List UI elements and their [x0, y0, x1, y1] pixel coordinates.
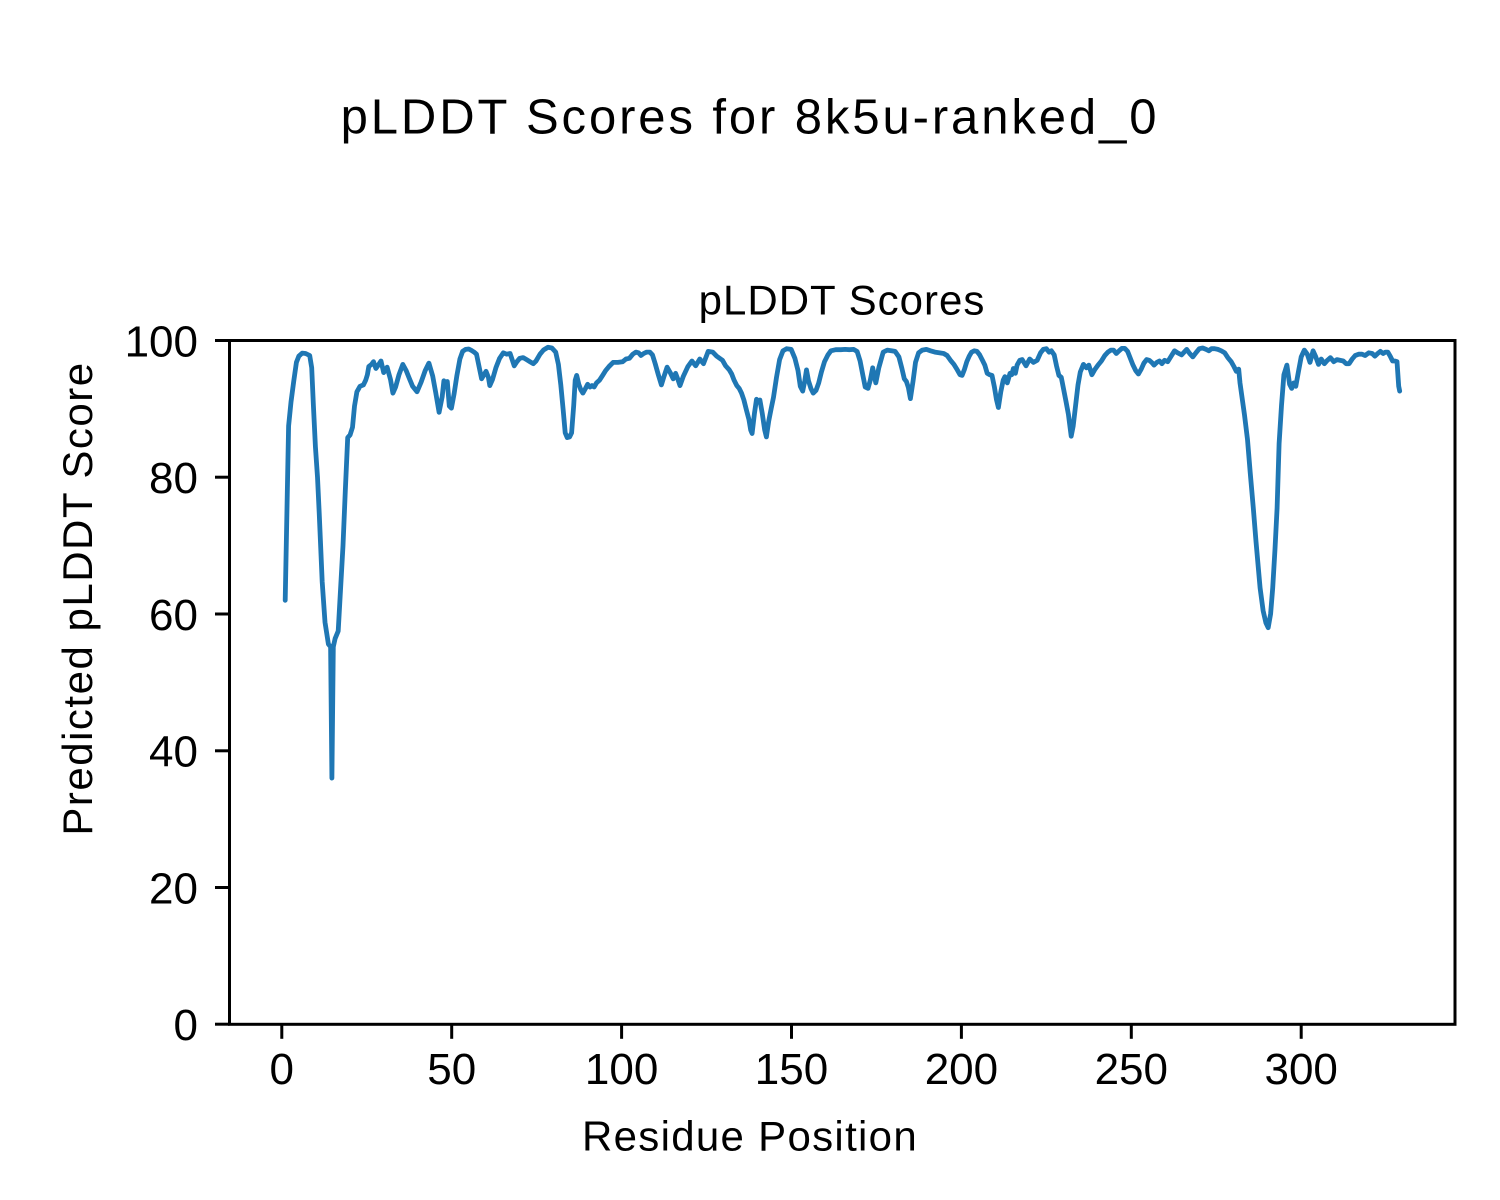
svg-text:pLDDT Scores for 8k5u-ranked_0: pLDDT Scores for 8k5u-ranked_0 [341, 91, 1160, 145]
svg-text:100: 100 [125, 317, 198, 366]
svg-text:0: 0 [270, 1045, 294, 1094]
svg-text:300: 300 [1264, 1045, 1337, 1094]
svg-text:80: 80 [149, 454, 198, 503]
svg-text:250: 250 [1095, 1045, 1168, 1094]
svg-text:Residue Position: Residue Position [582, 1113, 918, 1160]
svg-text:50: 50 [427, 1045, 476, 1094]
svg-text:100: 100 [585, 1045, 658, 1094]
svg-text:pLDDT Scores: pLDDT Scores [699, 277, 986, 324]
svg-text:0: 0 [174, 1001, 198, 1050]
svg-text:20: 20 [149, 864, 198, 913]
svg-text:40: 40 [149, 728, 198, 777]
svg-text:200: 200 [925, 1045, 998, 1094]
svg-text:150: 150 [755, 1045, 828, 1094]
svg-text:60: 60 [149, 591, 198, 640]
svg-text:Predicted pLDDT Score: Predicted pLDDT Score [54, 361, 101, 835]
